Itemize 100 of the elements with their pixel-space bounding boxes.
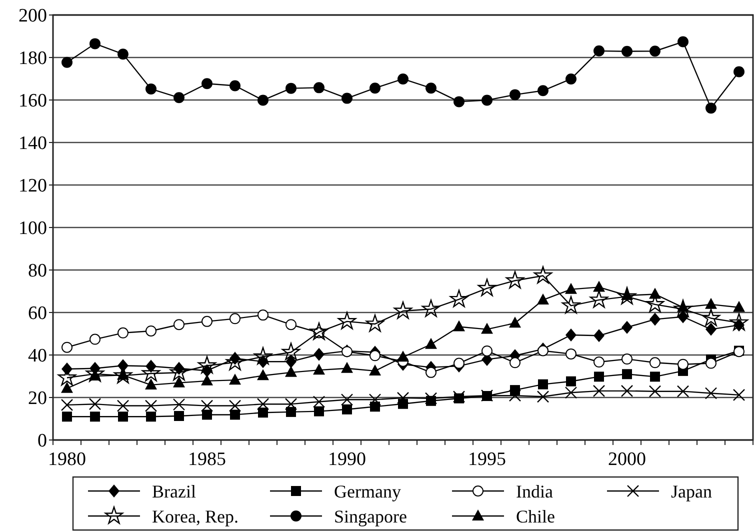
point — [170, 363, 188, 380]
y-tick-label: 160 — [18, 90, 47, 112]
point — [145, 378, 157, 390]
point — [257, 369, 269, 380]
point — [422, 300, 440, 317]
point — [90, 412, 100, 422]
point — [314, 406, 324, 416]
point — [144, 400, 158, 412]
point — [174, 319, 184, 330]
point — [370, 402, 380, 412]
point — [341, 362, 353, 373]
y-tick-label: 40 — [28, 346, 47, 367]
point — [565, 282, 577, 294]
point — [425, 338, 437, 349]
point — [622, 354, 632, 365]
point — [622, 369, 632, 380]
point — [61, 382, 73, 393]
point — [198, 356, 216, 374]
point — [594, 356, 604, 368]
point — [230, 313, 240, 324]
point — [650, 312, 660, 326]
point — [594, 45, 604, 56]
point — [454, 358, 464, 369]
point — [200, 400, 214, 412]
point — [506, 271, 524, 288]
y-tick-label: 200 — [18, 6, 47, 27]
point — [342, 404, 352, 414]
point — [226, 352, 244, 370]
point — [396, 392, 410, 404]
point — [730, 313, 748, 331]
point — [258, 310, 268, 321]
y-tick-label: 0 — [38, 430, 47, 452]
point — [509, 316, 521, 328]
point — [173, 376, 185, 388]
point — [286, 406, 296, 417]
point — [368, 394, 382, 406]
point — [369, 364, 381, 376]
point — [424, 392, 438, 404]
point — [702, 308, 720, 326]
point — [450, 290, 468, 308]
legend-label: Japan — [671, 481, 712, 502]
point — [706, 322, 716, 336]
y-tick-label: 180 — [18, 48, 47, 70]
point — [90, 38, 100, 50]
point — [481, 322, 493, 334]
point — [534, 266, 552, 284]
point — [366, 314, 384, 332]
point — [538, 345, 548, 356]
point — [118, 412, 128, 422]
point — [705, 298, 717, 309]
point — [394, 301, 412, 319]
point — [314, 82, 324, 94]
point — [62, 342, 72, 353]
point — [704, 387, 718, 400]
point — [118, 327, 128, 338]
point — [340, 394, 354, 406]
point — [590, 290, 608, 308]
y-tick-label: 140 — [18, 133, 47, 154]
point — [452, 390, 466, 403]
point — [482, 94, 492, 106]
point — [229, 374, 241, 385]
point — [172, 398, 186, 411]
legend-label: Germany — [334, 481, 401, 502]
point — [258, 408, 268, 418]
legend-label: Brazil — [152, 481, 196, 502]
point — [60, 398, 74, 412]
point — [174, 410, 184, 421]
point — [566, 73, 576, 84]
point — [478, 278, 496, 296]
point — [648, 385, 662, 398]
point — [202, 78, 212, 90]
legend-label: Korea, Rep. — [152, 506, 238, 526]
point — [594, 372, 604, 382]
point — [174, 92, 184, 104]
point — [594, 329, 604, 342]
legend-label: Chile — [516, 506, 556, 526]
point — [566, 348, 576, 360]
x-tick-label: 1990 — [328, 449, 366, 470]
point — [426, 366, 436, 378]
y-tick-label: 80 — [28, 260, 47, 282]
point — [732, 388, 746, 402]
point — [566, 328, 576, 342]
point — [286, 82, 296, 94]
point — [676, 385, 690, 398]
point — [734, 66, 744, 78]
point — [202, 316, 212, 327]
point — [310, 322, 328, 340]
point — [649, 288, 661, 299]
point — [706, 358, 716, 369]
point — [146, 325, 156, 336]
x-tick-label: 1985 — [188, 449, 226, 470]
point — [678, 36, 688, 48]
point — [146, 412, 156, 422]
point — [482, 345, 492, 356]
point — [230, 410, 240, 420]
point — [202, 410, 212, 420]
point — [397, 350, 409, 362]
point — [116, 400, 130, 412]
point — [564, 386, 578, 399]
point — [284, 398, 298, 410]
